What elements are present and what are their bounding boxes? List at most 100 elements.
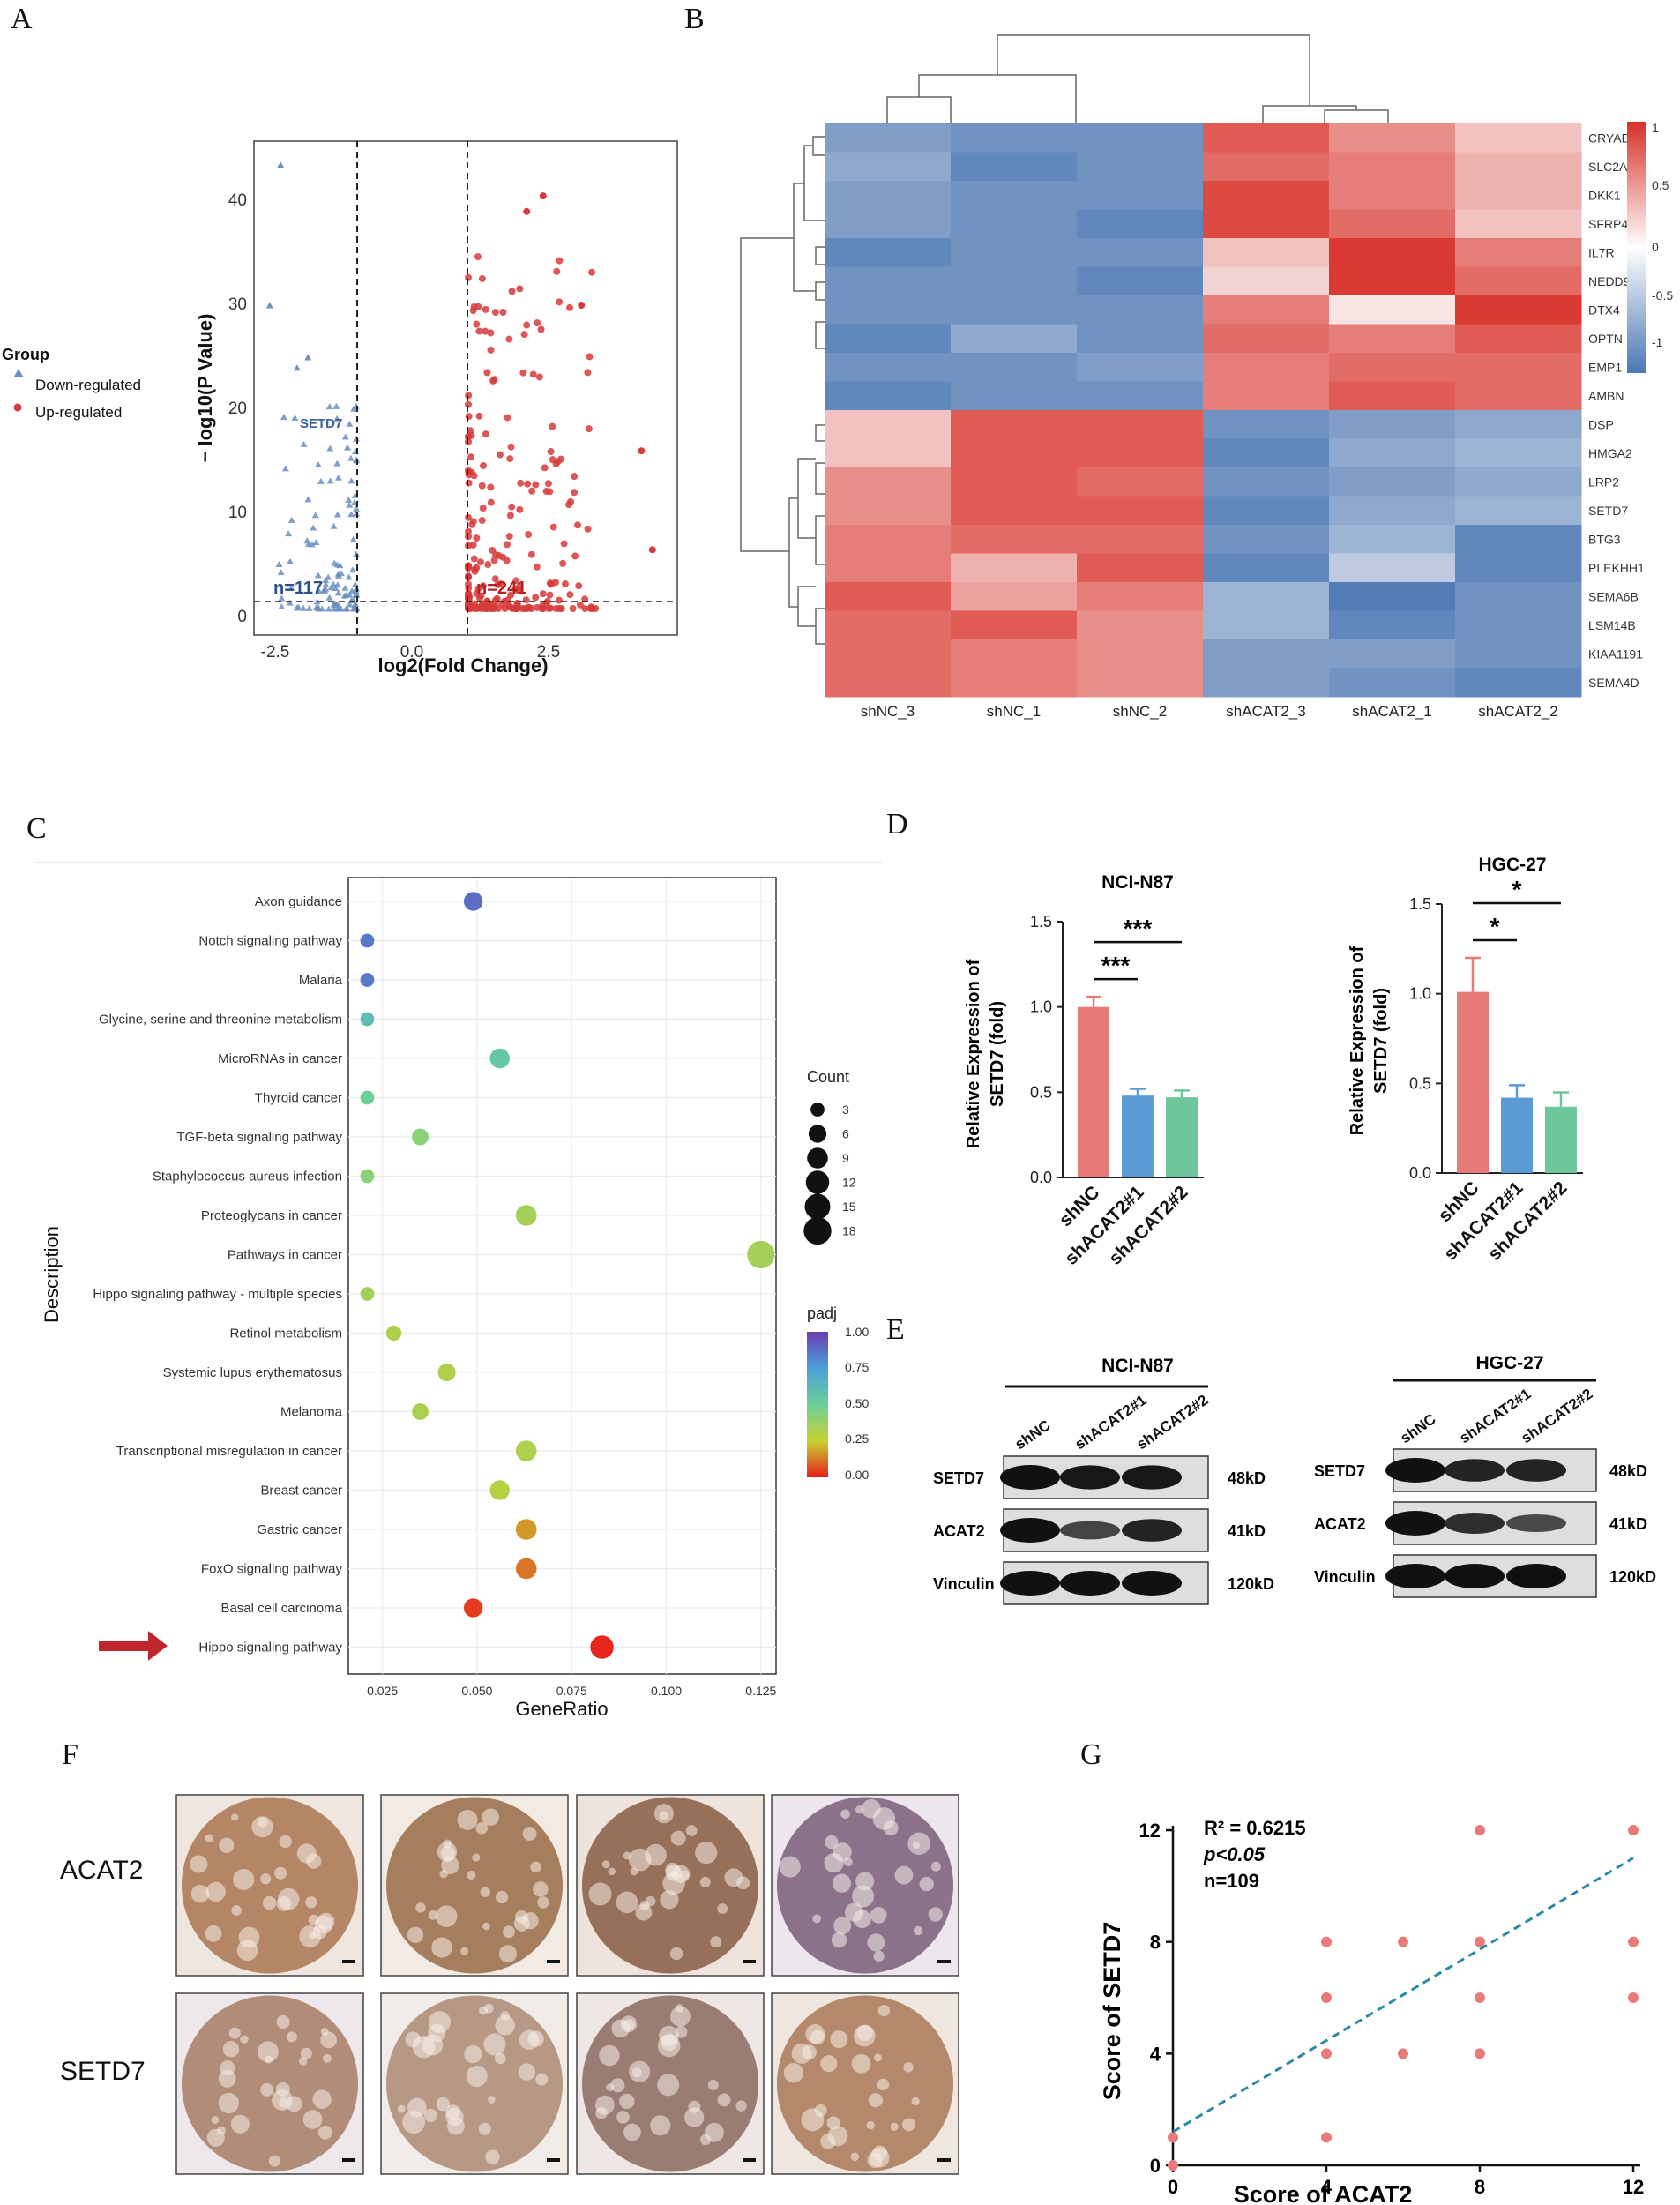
up-regulated-point [569, 605, 577, 612]
ihc-texture [423, 2108, 437, 2123]
kegg-term-label: Melanoma [280, 1405, 343, 1420]
scatter-point [1398, 1936, 1408, 1947]
heatmap-cell [825, 238, 952, 267]
ihc-texture [522, 1827, 537, 1841]
scatter-point [1321, 2048, 1332, 2059]
up-regulated-point [560, 540, 568, 548]
ihc-texture [873, 1950, 885, 1962]
heatmap-row-label: DKK1 [1588, 188, 1621, 202]
ihc-texture [206, 2128, 225, 2147]
count-legend-dot [803, 1216, 832, 1245]
heatmap-row-label: EMP1 [1588, 360, 1622, 374]
volcano-points [265, 161, 656, 612]
ihc-texture [599, 2044, 620, 2067]
heatmap-cell [1329, 295, 1456, 325]
highlight-arrow-icon [99, 1631, 168, 1661]
count-legend-title: Count [807, 1068, 849, 1086]
up-regulated-point [491, 309, 499, 317]
down-regulated-point [344, 444, 352, 451]
western-band [1385, 1458, 1445, 1483]
ihc-texture [877, 2004, 891, 2017]
ihc-texture [276, 2014, 290, 2029]
volcano-x-tick: 2.5 [537, 643, 560, 662]
western-size-label: 120kD [1228, 1575, 1274, 1593]
heatmap-cell [951, 582, 1078, 611]
up-regulated-point [523, 207, 531, 215]
down-regulated-point [332, 402, 340, 409]
up-regulated-point [539, 590, 547, 598]
kegg-term-label: Malaria [299, 973, 343, 988]
up-regulated-point [492, 550, 500, 558]
down-regulated-point [330, 522, 338, 529]
up-regulated-point [588, 268, 596, 276]
western-protein-label: SETD7 [1314, 1462, 1365, 1480]
up-regulated-point [505, 335, 513, 343]
heatmap-cell [951, 152, 1078, 182]
up-regulated-point [523, 321, 531, 329]
down-regulated-point [313, 598, 321, 605]
ihc-texture [852, 1885, 875, 1908]
up-regulated-point [496, 451, 504, 459]
down-regulated-point [330, 580, 338, 587]
heatmap-cell [825, 496, 952, 526]
up-regulated-point [487, 346, 495, 354]
down-regulated-point [334, 589, 342, 596]
up-regulated-point [467, 431, 475, 439]
ihc-texture [688, 2100, 701, 2113]
ihc-texture [870, 1907, 887, 1924]
kegg-term-label: Basal cell carcinoma [220, 1601, 342, 1616]
heatmap-cell [951, 295, 1078, 325]
heatmap-cell [1077, 353, 1204, 382]
heatmap-row-label: AMBN [1588, 389, 1624, 403]
count-legend-dot [804, 1193, 831, 1220]
up-regulated-point [571, 552, 579, 560]
heatmap-cell [1329, 209, 1456, 239]
down-regulated-point [349, 535, 357, 542]
heatmap-cell [1329, 639, 1456, 669]
ihc-texture [533, 1881, 549, 1897]
down-regulated-point [304, 496, 312, 503]
heatmap-cell [1203, 410, 1330, 439]
up-regulated-point [499, 309, 507, 317]
down-regulated-point [334, 474, 342, 481]
ihc-texture [514, 1910, 528, 1924]
ihc-texture [616, 1891, 638, 1914]
up-regulated-point [517, 479, 525, 487]
up-regulated-point [465, 479, 473, 487]
ihc-texture [911, 2097, 920, 2106]
heatmap-cell [1203, 152, 1330, 182]
column-dendrogram [886, 34, 1389, 123]
ihc-texture [801, 2108, 825, 2132]
ihc-texture [274, 1866, 287, 1880]
down-regulated-point [312, 603, 320, 610]
up-regulated-point [528, 487, 536, 495]
ihc-texture [608, 1867, 616, 1876]
up-regulated-point [526, 604, 534, 612]
down-regulated-point [333, 415, 341, 422]
ihc-texture [441, 1856, 459, 1875]
volcano-frame [253, 140, 678, 636]
padj-tick: 0.75 [845, 1360, 869, 1374]
kegg-point [360, 1090, 375, 1105]
qpcr-bar [1501, 1097, 1533, 1173]
count-legend-dot [808, 1125, 827, 1143]
heatmap-cell [1077, 381, 1204, 411]
up-regulated-point [539, 192, 547, 200]
ihc-texture [705, 2122, 724, 2142]
kegg-grid [348, 878, 776, 1674]
up-regulated-point [475, 327, 483, 335]
ihc-texture [530, 1861, 541, 1873]
heatmap-row-label: SEMA6B [1588, 589, 1639, 603]
down-regulated-point [295, 603, 302, 610]
ihc-texture [844, 1902, 864, 1922]
ihc-texture [670, 1830, 686, 1846]
heatmap-row-label: DTX4 [1588, 303, 1620, 317]
ihc-texture [211, 2116, 220, 2124]
heatmap-cell [1203, 181, 1330, 210]
down-regulated-point [346, 420, 354, 427]
ihc-texture [901, 2118, 915, 2132]
qpcr-y-tick: 1.5 [1030, 913, 1052, 931]
heatmap-column-label: shACAT2_3 [1226, 703, 1305, 720]
kegg-term-label: Proteoglycans in cancer [201, 1208, 342, 1223]
count-legend: 3 6 9 12 15 18 [803, 1102, 856, 1245]
